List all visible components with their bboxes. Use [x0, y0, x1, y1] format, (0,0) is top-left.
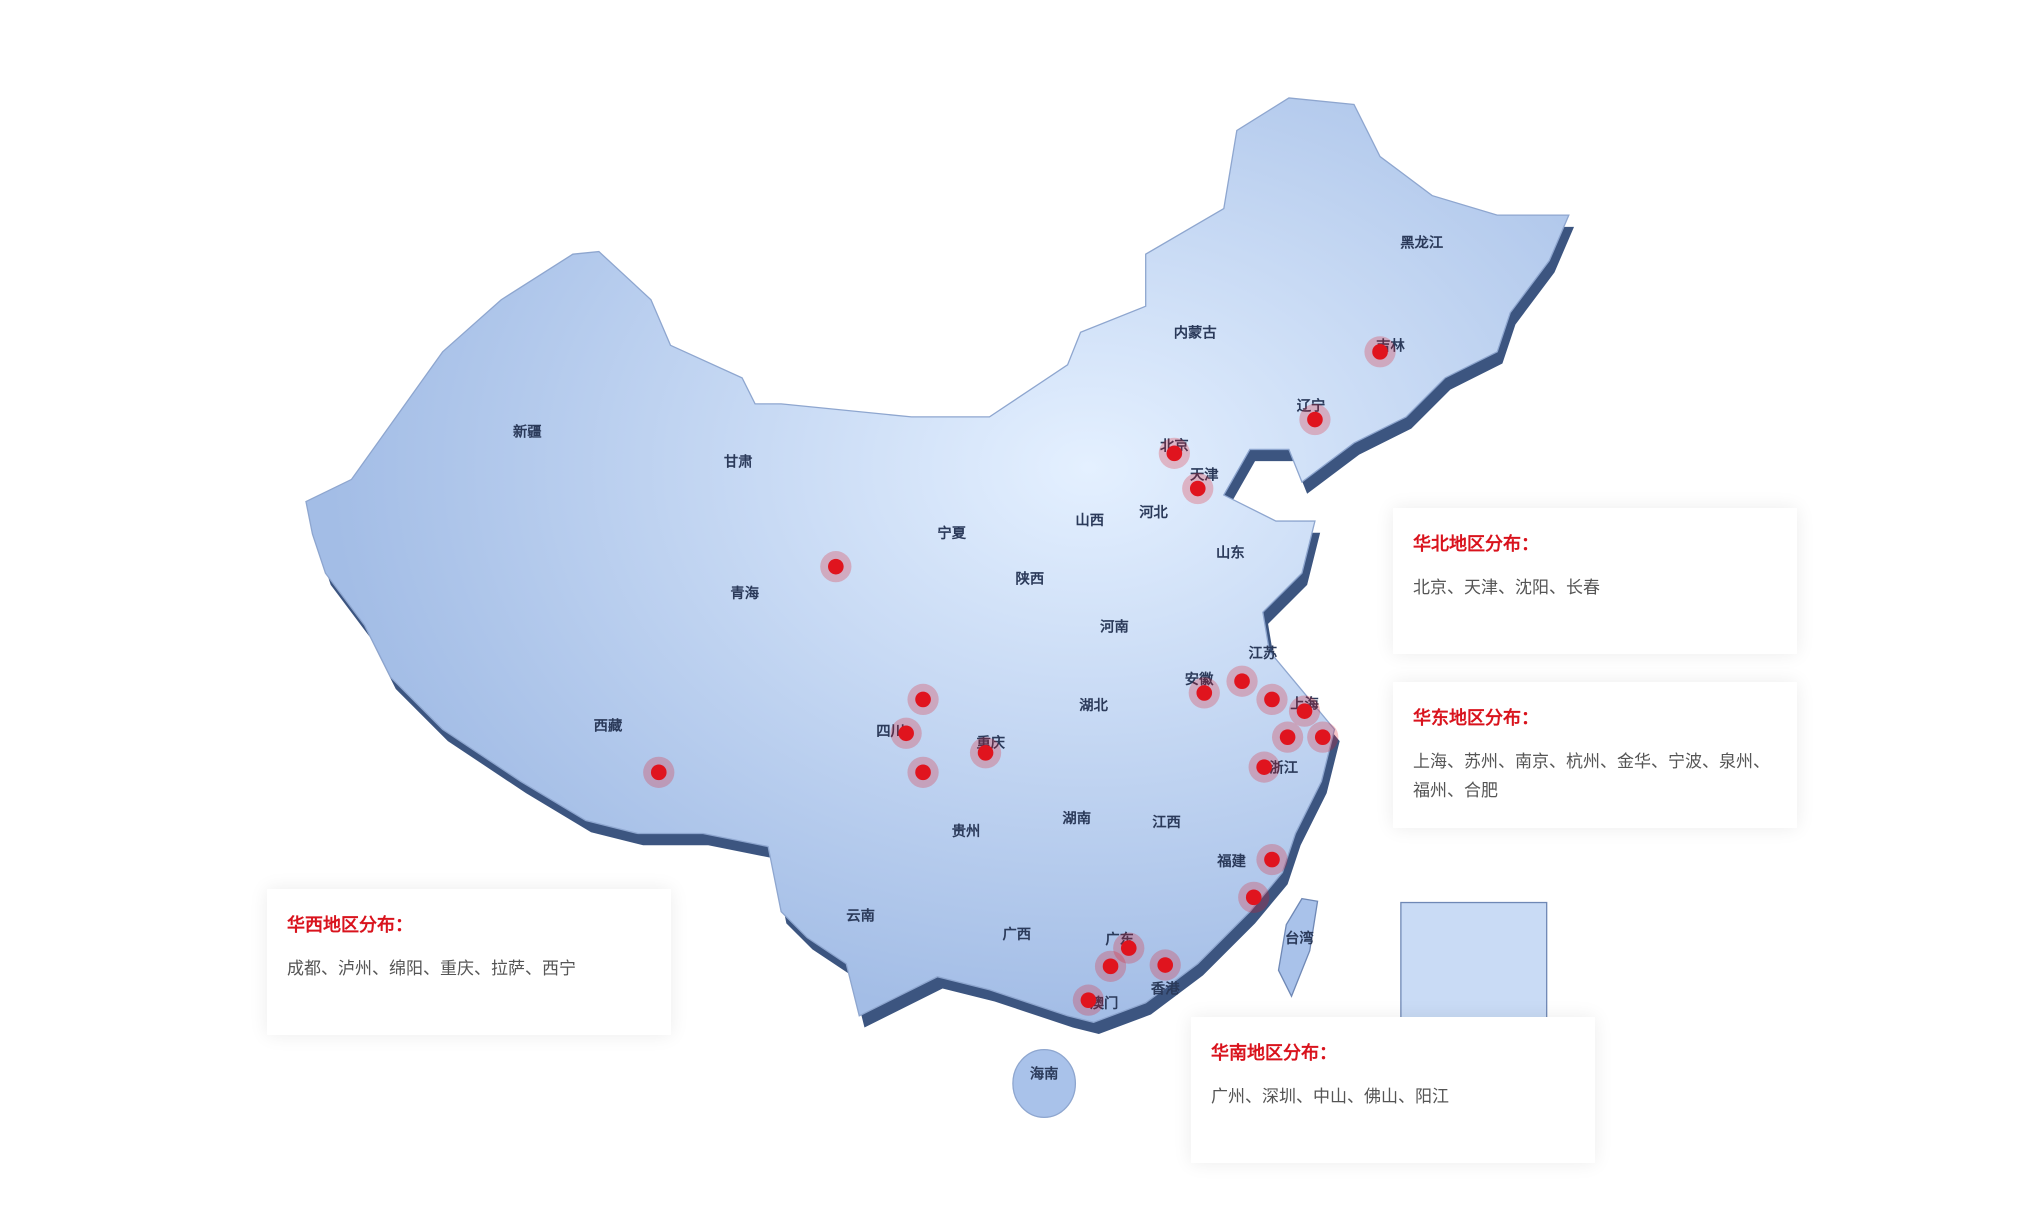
province-label: 浙江	[1269, 758, 1298, 776]
province-label: 甘肃	[724, 452, 753, 470]
card-title: 华西地区分布：	[287, 915, 413, 936]
province-label: 安徽	[1185, 670, 1214, 688]
card-title: 华南地区分布：	[1211, 1043, 1337, 1064]
province-label: 云南	[846, 907, 875, 925]
location-marker[interactable]	[643, 756, 675, 788]
location-marker[interactable]	[1094, 950, 1127, 982]
province-label: 广西	[1002, 925, 1031, 943]
location-marker[interactable]	[1288, 695, 1321, 727]
location-marker[interactable]	[1271, 721, 1304, 753]
province-label: 海南	[1030, 1064, 1059, 1082]
location-marker[interactable]	[1188, 677, 1220, 709]
province-label: 青海	[730, 584, 759, 602]
location-marker[interactable]	[1248, 751, 1280, 783]
south-china-sea-inset	[1400, 901, 1548, 1021]
card-north-region: 华北地区分布： 北京、天津、沈阳、长春	[1393, 508, 1797, 654]
province-label: 陕西	[1016, 570, 1045, 588]
location-marker[interactable]	[1113, 932, 1145, 964]
card-west-region: 华西地区分布： 成都、泸州、绵阳、重庆、拉萨、西宁	[267, 889, 671, 1035]
location-marker[interactable]	[1226, 665, 1258, 697]
province-label: 宁夏	[937, 524, 966, 542]
card-cities: 广州、深圳、中山、佛山、阳江	[1211, 1087, 1449, 1107]
location-marker[interactable]	[820, 551, 852, 583]
province-label: 山西	[1075, 512, 1104, 529]
province-label: 香港	[1151, 980, 1180, 998]
location-marker[interactable]	[1307, 721, 1339, 753]
province-label: 辽宁	[1297, 396, 1326, 414]
province-label: 山东	[1216, 544, 1245, 562]
location-marker[interactable]	[1149, 949, 1181, 981]
location-marker[interactable]	[1158, 437, 1190, 469]
province-label: 台湾	[1285, 929, 1314, 947]
location-marker[interactable]	[1238, 881, 1270, 913]
province-label: 贵州	[952, 822, 981, 840]
province-label: 西藏	[594, 717, 623, 735]
location-marker[interactable]	[1256, 843, 1288, 876]
card-cities: 北京、天津、沈阳、长春	[1413, 578, 1600, 598]
location-marker[interactable]	[1182, 472, 1214, 505]
hainan-shape	[1012, 1048, 1077, 1118]
location-marker[interactable]	[890, 717, 922, 749]
china-outline	[305, 97, 1570, 1023]
card-title: 华东地区分布：	[1413, 708, 1539, 729]
province-label: 河南	[1100, 618, 1129, 636]
province-label: 河北	[1139, 503, 1168, 521]
taiwan-shape	[1277, 897, 1319, 998]
location-marker[interactable]	[907, 683, 939, 716]
province-label: 新疆	[513, 422, 542, 440]
card-south-region: 华南地区分布： 广州、深圳、中山、佛山、阳江	[1191, 1017, 1595, 1163]
province-label: 福建	[1216, 852, 1246, 870]
location-marker[interactable]	[969, 737, 1002, 769]
province-label: 澳门	[1090, 994, 1119, 1012]
location-markers	[643, 336, 1396, 1016]
card-east-region: 华东地区分布： 上海、苏州、南京、杭州、金华、宁波、泉州、福州、合肥	[1393, 682, 1797, 828]
location-marker[interactable]	[1072, 984, 1105, 1016]
province-label: 黑龙江	[1400, 234, 1444, 252]
location-marker[interactable]	[1364, 336, 1396, 368]
province-label: 天津	[1190, 465, 1219, 483]
location-marker[interactable]	[1256, 683, 1288, 716]
province-label: 湖南	[1062, 809, 1091, 827]
province-label: 江西	[1152, 813, 1181, 831]
card-title: 华北地区分布：	[1413, 534, 1539, 555]
location-marker[interactable]	[907, 756, 939, 788]
province-label: 湖北	[1079, 697, 1108, 714]
card-cities: 成都、泸州、绵阳、重庆、拉萨、西宁	[287, 959, 576, 979]
card-cities: 上海、苏州、南京、杭州、金华、宁波、泉州、福州、合肥	[1413, 752, 1770, 801]
province-label: 四川	[876, 724, 905, 740]
province-label: 江苏	[1249, 644, 1278, 662]
province-labels: 黑龙江内蒙古吉林辽宁北京天津新疆甘肃宁夏山西河北山东青海陕西河南江苏安徽上海西藏…	[513, 234, 1444, 1083]
location-marker[interactable]	[1299, 403, 1331, 436]
province-label: 内蒙古	[1174, 323, 1217, 341]
